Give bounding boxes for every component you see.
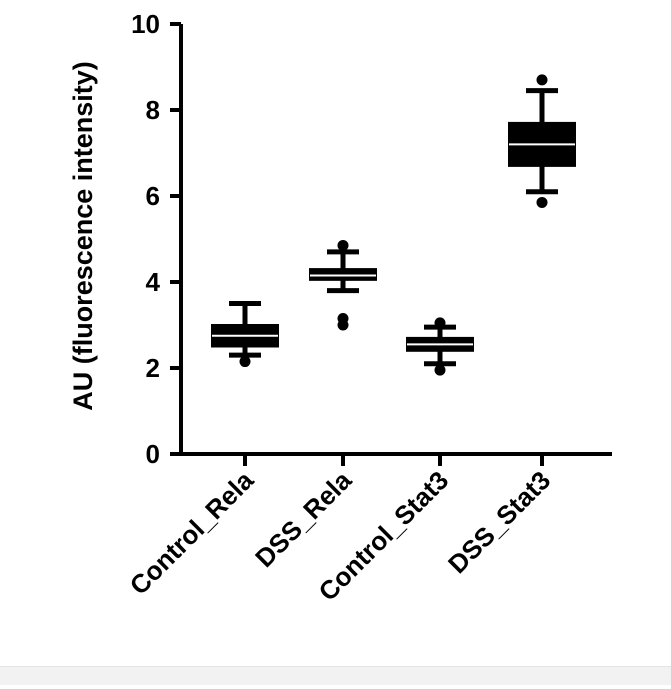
axes bbox=[179, 24, 612, 456]
box-Control_Stat3 bbox=[406, 317, 474, 376]
outlier-point bbox=[337, 239, 349, 251]
y-tick-label: 4 bbox=[146, 267, 161, 297]
y-tick-label: 6 bbox=[146, 181, 160, 211]
y-tick-label: 10 bbox=[131, 9, 160, 39]
outlier-point bbox=[536, 196, 548, 208]
y-tick-label: 0 bbox=[146, 439, 160, 469]
y-axis-label: AU (fluorescence intensity) bbox=[68, 61, 98, 411]
y-tick-label: 8 bbox=[146, 95, 160, 125]
x-tick-label: Control_Rela bbox=[124, 465, 260, 601]
bottom-strip bbox=[0, 666, 671, 685]
outlier-point bbox=[239, 356, 251, 368]
box-DSS_Stat3 bbox=[508, 74, 576, 208]
outlier-point bbox=[337, 319, 349, 331]
box-body bbox=[309, 268, 377, 281]
box-Control_Rela bbox=[211, 301, 279, 368]
boxes bbox=[211, 74, 576, 376]
x-ticks: Control_RelaDSS_RelaControl_Stat3DSS_Sta… bbox=[124, 454, 556, 607]
outlier-point bbox=[434, 317, 446, 329]
y-axis-label-group: AU (fluorescence intensity) bbox=[68, 61, 98, 411]
y-ticks: 0 2 4 6 8 10 bbox=[131, 9, 181, 469]
outlier-point bbox=[536, 74, 548, 86]
x-tick-label: DSS_Stat3 bbox=[442, 465, 556, 579]
box-DSS_Rela bbox=[309, 239, 377, 331]
outlier-point bbox=[434, 364, 446, 376]
y-tick-label: 2 bbox=[146, 353, 160, 383]
